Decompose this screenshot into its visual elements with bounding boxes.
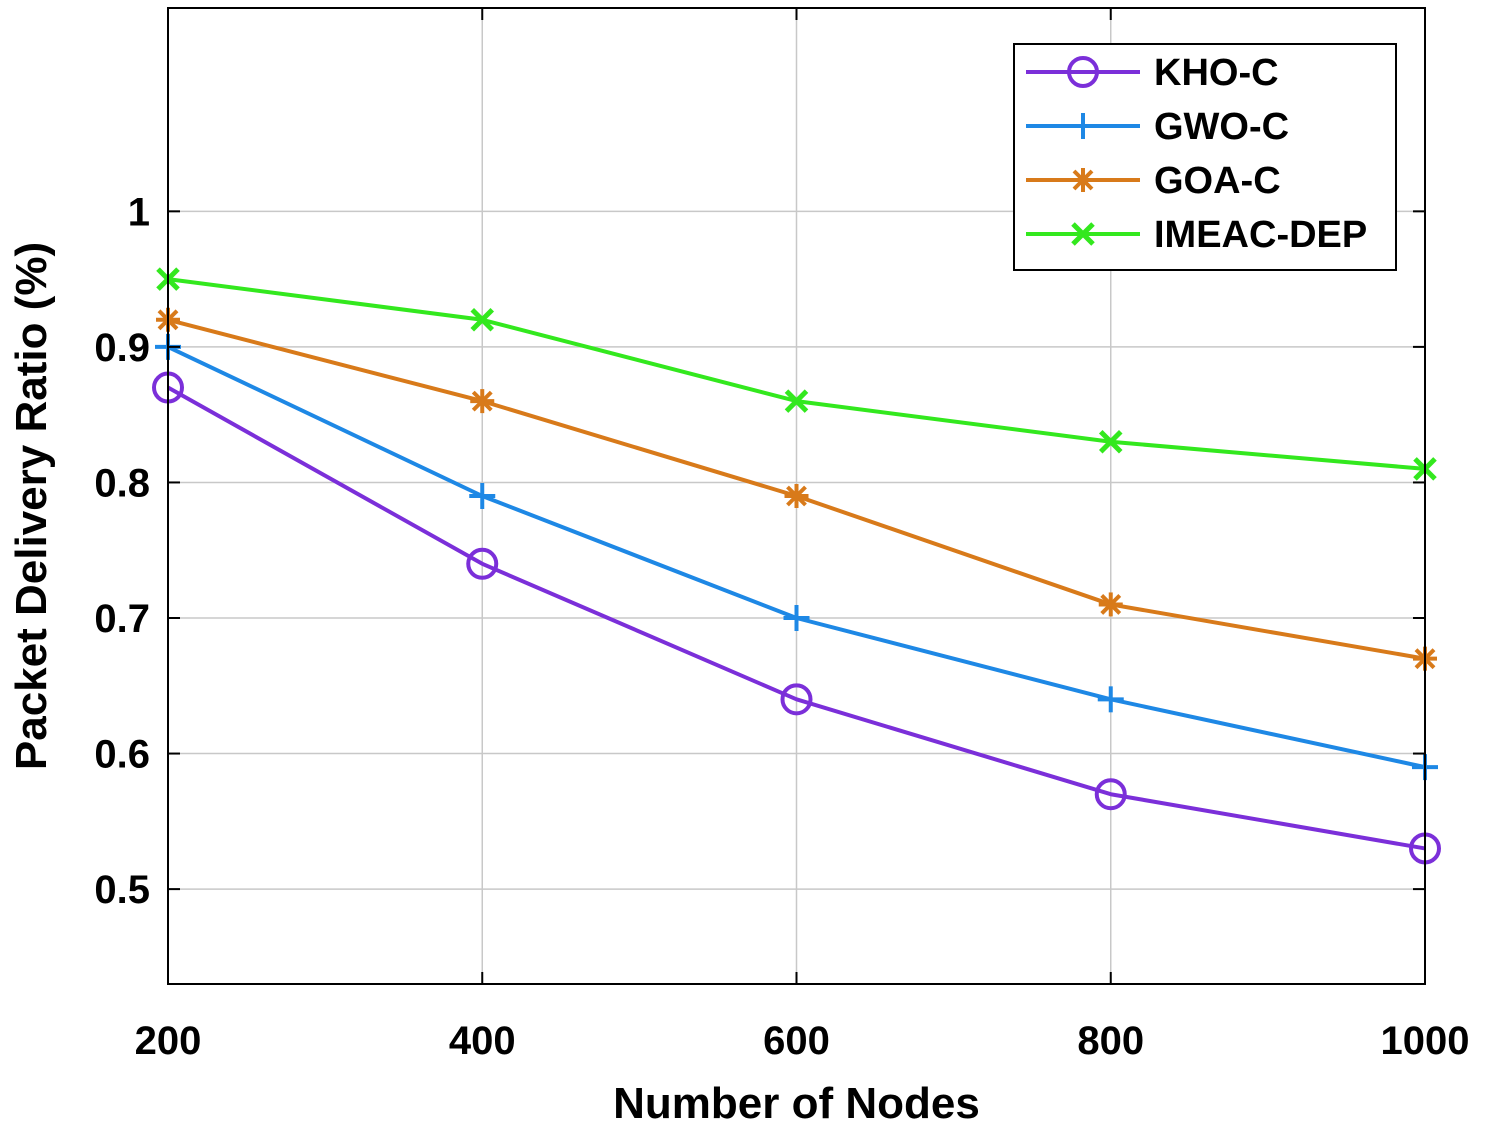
series-goa-c	[156, 307, 1437, 671]
marker-circle	[466, 547, 499, 580]
y-tick-label: 0.6	[94, 733, 150, 777]
x-tick-label: 200	[135, 1019, 202, 1063]
y-axis-title: Packet Delivery Ratio (%)	[7, 242, 56, 770]
marker-asterisk	[470, 389, 495, 414]
legend-item-gwo-c: GWO-C	[1026, 106, 1289, 148]
marker-asterisk	[1071, 168, 1095, 192]
marker-circle	[780, 683, 813, 716]
marker-circle	[1067, 56, 1099, 88]
series-line	[167, 385, 1426, 851]
legend-item-imeac-dep: IMEAC-DEP	[1026, 214, 1367, 256]
marker-plus	[1097, 686, 1124, 713]
legend-label: GWO-C	[1154, 106, 1289, 148]
x-tick-label: 800	[1077, 1019, 1144, 1063]
marker-plus	[1070, 113, 1096, 139]
legend: KHO-C GWO-C GOA-C IMEAC-DEP	[1013, 43, 1397, 271]
marker-plus	[783, 605, 810, 631]
axis-ticks: 200 400 600 800 1000 0.5 0.6 0.7 0.8 0.9 1	[94, 8, 1469, 1063]
marker-x	[784, 389, 809, 413]
y-tick-label: 0.5	[94, 868, 150, 912]
marker-asterisk	[784, 484, 809, 508]
y-tick-label: 1	[128, 190, 150, 234]
legend-label: KHO-C	[1154, 52, 1279, 94]
x-axis-title: Number of Nodes	[613, 1079, 980, 1128]
marker-x	[1071, 222, 1095, 246]
legend-label: IMEAC-DEP	[1154, 214, 1367, 256]
marker-asterisk	[1098, 592, 1123, 617]
legend-label: GOA-C	[1154, 160, 1281, 202]
y-tick-label: 0.7	[94, 597, 150, 641]
x-tick-label: 1000	[1381, 1019, 1470, 1063]
y-tick-label: 0.8	[94, 461, 150, 505]
marker-x	[470, 308, 495, 332]
y-tick-label: 0.9	[94, 326, 150, 370]
marker-x	[1098, 430, 1123, 454]
x-tick-label: 400	[449, 1019, 516, 1063]
legend-item-goa-c: GOA-C	[1026, 160, 1281, 202]
legend-item-kho-c: KHO-C	[1026, 52, 1279, 94]
x-tick-label: 600	[763, 1019, 830, 1063]
marker-plus	[469, 483, 496, 509]
marker-circle	[1094, 778, 1127, 811]
